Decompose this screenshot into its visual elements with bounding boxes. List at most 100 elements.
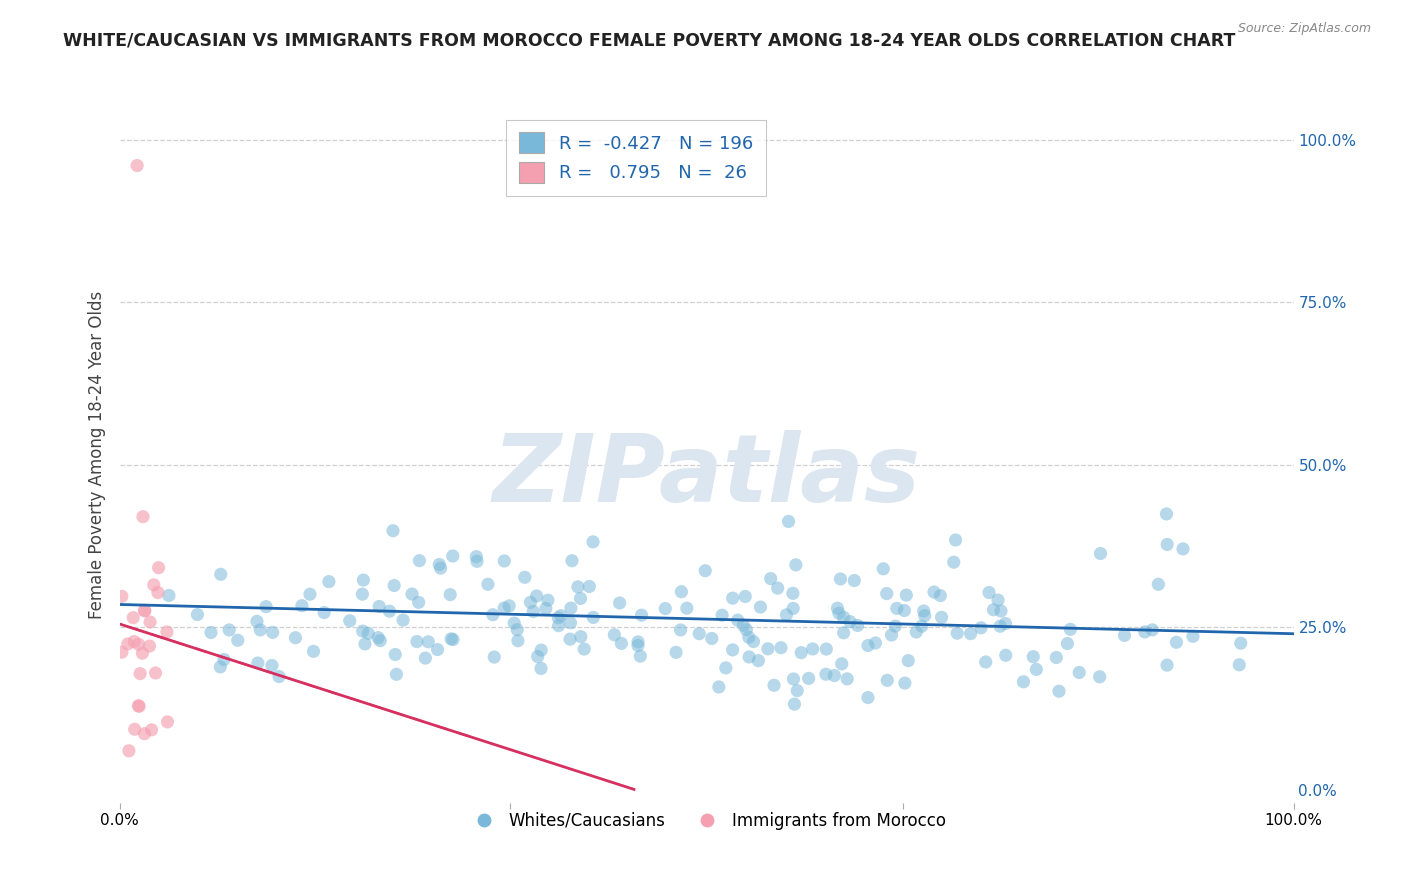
Point	[1227, 657, 1250, 672]
Point	[354, 637, 377, 651]
Point	[246, 615, 269, 629]
Point	[513, 570, 536, 584]
Point	[142, 578, 165, 592]
Point	[778, 515, 800, 529]
Point	[1133, 624, 1156, 639]
Point	[506, 623, 529, 637]
Point	[441, 632, 464, 647]
Point	[134, 603, 156, 617]
Point	[408, 554, 430, 568]
Point	[129, 666, 152, 681]
Point	[314, 606, 336, 620]
Point	[929, 589, 952, 603]
Point	[440, 632, 463, 646]
Point	[896, 588, 918, 602]
Point	[415, 651, 437, 665]
Point	[983, 603, 1005, 617]
Point	[352, 624, 374, 639]
Point	[1012, 674, 1035, 689]
Point	[477, 577, 499, 591]
Point	[988, 619, 1011, 633]
Point	[441, 549, 464, 563]
Point	[914, 608, 936, 623]
Point	[128, 637, 150, 651]
Point	[260, 658, 283, 673]
Point	[534, 601, 557, 615]
Point	[498, 599, 520, 613]
Point	[627, 639, 650, 653]
Point	[994, 616, 1017, 631]
Point	[368, 633, 391, 648]
Point	[385, 667, 408, 681]
Point	[111, 645, 134, 659]
Point	[990, 604, 1012, 618]
Point	[931, 610, 953, 624]
Point	[567, 580, 589, 594]
Point	[569, 591, 592, 606]
Point	[209, 567, 232, 582]
Point	[844, 574, 866, 588]
Point	[1114, 628, 1136, 642]
Point	[987, 593, 1010, 607]
Text: WHITE/CAUCASIAN VS IMMIGRANTS FROM MOROCCO FEMALE POVERTY AMONG 18-24 YEAR OLDS : WHITE/CAUCASIAN VS IMMIGRANTS FROM MOROC…	[63, 31, 1236, 49]
Point	[526, 589, 548, 603]
Point	[427, 558, 450, 572]
Point	[832, 625, 855, 640]
Point	[156, 624, 179, 639]
Point	[503, 616, 526, 631]
Point	[482, 607, 505, 622]
Point	[1171, 541, 1194, 556]
Point	[418, 635, 440, 649]
Point	[526, 649, 548, 664]
Point	[630, 608, 652, 623]
Point	[1142, 623, 1164, 637]
Point	[367, 631, 389, 645]
Point	[352, 573, 374, 587]
Point	[1147, 577, 1170, 591]
Point	[426, 642, 449, 657]
Point	[1156, 537, 1178, 551]
Point	[675, 601, 697, 615]
Point	[735, 623, 758, 637]
Point	[218, 623, 240, 637]
Point	[484, 650, 506, 665]
Point	[769, 640, 792, 655]
Point	[695, 564, 717, 578]
Point	[759, 572, 782, 586]
Point	[1056, 636, 1078, 650]
Point	[357, 626, 380, 640]
Point	[747, 654, 769, 668]
Point	[124, 723, 146, 737]
Point	[790, 646, 813, 660]
Point	[700, 632, 723, 646]
Point	[406, 634, 429, 648]
Point	[291, 599, 314, 613]
Point	[797, 672, 820, 686]
Point	[886, 601, 908, 615]
Point	[801, 642, 824, 657]
Point	[974, 655, 997, 669]
Point	[186, 607, 208, 622]
Point	[429, 561, 451, 575]
Point	[1156, 507, 1178, 521]
Point	[226, 633, 249, 648]
Point	[911, 619, 934, 633]
Point	[880, 628, 903, 642]
Point	[846, 618, 869, 632]
Point	[814, 667, 837, 681]
Point	[749, 600, 772, 615]
Point	[876, 586, 898, 600]
Point	[912, 604, 935, 618]
Point	[582, 610, 605, 624]
Point	[711, 608, 734, 623]
Point	[610, 636, 633, 650]
Point	[763, 678, 786, 692]
Point	[122, 610, 145, 624]
Point	[530, 643, 553, 657]
Point	[157, 589, 180, 603]
Point	[352, 587, 374, 601]
Point	[832, 610, 855, 624]
Point	[117, 637, 139, 651]
Point	[569, 630, 592, 644]
Point	[959, 626, 981, 640]
